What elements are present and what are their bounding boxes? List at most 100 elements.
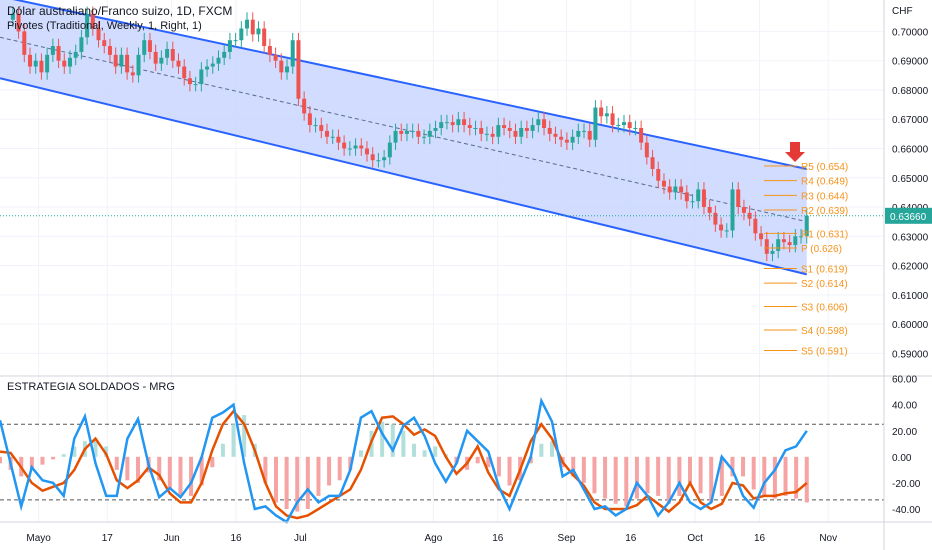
y-tick-label: 0.70000 xyxy=(892,27,929,38)
candle-body xyxy=(85,13,90,38)
histogram-bar xyxy=(549,441,554,457)
histogram-bar xyxy=(305,456,310,509)
osc-y-tick-label: 60.00 xyxy=(892,375,917,386)
histogram-bar xyxy=(719,456,724,496)
x-tick-label: 16 xyxy=(625,533,637,544)
candle-body xyxy=(96,28,101,41)
osc-y-tick-label: 0.00 xyxy=(892,453,912,464)
candle-body xyxy=(33,60,38,67)
candle-body xyxy=(639,128,644,143)
candle-body xyxy=(10,13,15,20)
pivot-levels[interactable]: R5 (0.654) R4 (0.649) R3 (0.644) R2 (0.639)… xyxy=(764,162,848,357)
histogram-bar xyxy=(40,456,45,465)
candle-body xyxy=(16,13,21,32)
candle-body xyxy=(410,130,415,132)
candle-body xyxy=(530,125,535,131)
candle-body xyxy=(787,242,792,246)
histogram-bar xyxy=(263,456,268,483)
histogram-bar xyxy=(93,438,98,457)
x-tick-label: Oct xyxy=(687,533,703,544)
histogram-bar xyxy=(709,456,714,503)
histogram-bar xyxy=(433,446,438,457)
candle-body xyxy=(273,54,278,61)
histogram-bar xyxy=(189,456,194,496)
candle-body xyxy=(536,119,541,126)
candle-body xyxy=(462,119,467,126)
histogram-bar xyxy=(316,456,321,496)
histogram-bar xyxy=(475,456,480,464)
x-tick-label: 16 xyxy=(754,533,766,544)
candle-body xyxy=(496,125,501,137)
candle-body xyxy=(781,239,786,243)
candle-body xyxy=(187,78,192,85)
candle-body xyxy=(616,125,621,127)
histogram-bar xyxy=(358,450,363,457)
candle-body xyxy=(222,51,227,58)
y-tick-label: 0.68000 xyxy=(892,86,929,97)
candle-body xyxy=(701,189,706,208)
candle-body xyxy=(165,48,170,58)
candlestick-series[interactable] xyxy=(0,6,884,262)
histogram-bar xyxy=(231,424,236,457)
oscillator-pane[interactable] xyxy=(0,375,932,524)
histogram-bar xyxy=(157,456,162,481)
y-tick-label: 0.69000 xyxy=(892,57,929,68)
histogram-bar xyxy=(411,443,416,457)
candle-body xyxy=(570,136,575,143)
histogram-bar xyxy=(390,424,395,457)
channel-middle-line xyxy=(0,36,807,223)
candle-body xyxy=(644,142,649,158)
candle-body xyxy=(399,130,404,134)
oscillator-title[interactable]: ESTRATEGIA SOLDADOS - MRG xyxy=(7,381,175,393)
candle-body xyxy=(759,233,764,240)
histogram-bar xyxy=(61,454,66,457)
x-tick-label: 16 xyxy=(492,533,504,544)
candle-body xyxy=(633,128,638,129)
histogram-bar xyxy=(677,456,682,496)
x-tick-label: Sep xyxy=(558,533,576,544)
histogram-bar xyxy=(645,456,650,494)
histogram-bar xyxy=(51,456,56,460)
candle-body xyxy=(262,28,267,47)
candle-body xyxy=(473,128,478,129)
pivot-label: R1 (0.631) xyxy=(801,229,848,240)
candle-body xyxy=(239,28,244,41)
candle-body xyxy=(422,136,427,138)
candle-body xyxy=(227,40,232,52)
histogram-bar xyxy=(327,456,332,486)
histogram-bar xyxy=(762,456,767,496)
histogram-bar xyxy=(751,456,756,490)
pivot-indicator-label[interactable]: Pivotes (Traditional, Weekly, 1, Right, … xyxy=(7,20,202,32)
x-tick-label: Jul xyxy=(294,533,307,544)
candle-body xyxy=(199,69,204,85)
candle-body xyxy=(307,113,312,126)
candle-body xyxy=(347,148,352,150)
histogram-bar xyxy=(210,456,215,468)
candle-body xyxy=(119,54,124,67)
candle-body xyxy=(433,128,438,131)
candle-body xyxy=(582,130,587,132)
candle-body xyxy=(142,40,147,55)
candle-body xyxy=(285,66,290,73)
histogram-bar xyxy=(634,456,639,499)
candle-body xyxy=(233,40,238,42)
candle-body xyxy=(524,128,529,131)
pivot-label: R5 (0.654) xyxy=(801,162,848,173)
candle-body xyxy=(747,212,752,219)
candle-body xyxy=(210,63,215,67)
candle-body xyxy=(542,119,547,128)
osc-y-tick-label: -20.00 xyxy=(892,479,921,490)
candle-body xyxy=(673,186,678,193)
x-tick-label: 17 xyxy=(102,533,114,544)
candle-body xyxy=(102,40,107,47)
candle-body xyxy=(650,157,655,169)
candle-body xyxy=(404,130,409,134)
pivot-label: S2 (0.614) xyxy=(801,279,848,290)
candle-body xyxy=(753,218,758,234)
histogram-bar xyxy=(284,456,289,509)
candle-body xyxy=(336,136,341,143)
candle-body xyxy=(56,46,61,61)
candle-body xyxy=(342,142,347,149)
